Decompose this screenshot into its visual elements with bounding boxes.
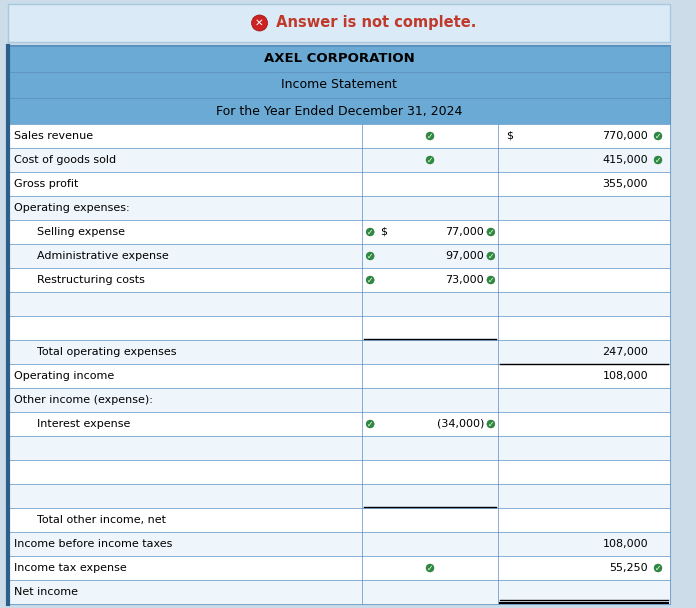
Circle shape (487, 228, 495, 236)
Text: 97,000: 97,000 (445, 251, 484, 261)
Text: Total operating expenses: Total operating expenses (30, 347, 177, 357)
Bar (8, 484, 670, 508)
Bar (8, 412, 670, 436)
Bar (8, 508, 670, 532)
Bar (8, 532, 670, 556)
Text: ✕: ✕ (255, 18, 264, 28)
Circle shape (654, 564, 662, 572)
Bar (8, 316, 670, 340)
Text: 415,000: 415,000 (602, 155, 648, 165)
Bar (8, 580, 670, 604)
Text: Net income: Net income (14, 587, 78, 597)
Bar (8, 292, 670, 316)
Circle shape (487, 276, 495, 284)
Text: (34,000): (34,000) (436, 419, 484, 429)
Text: ✓: ✓ (427, 131, 433, 140)
Text: ✓: ✓ (655, 156, 661, 165)
Bar (8, 196, 670, 220)
Bar (8, 172, 670, 196)
Text: 355,000: 355,000 (603, 179, 648, 189)
Bar (8, 268, 670, 292)
Circle shape (366, 252, 374, 260)
Circle shape (426, 564, 434, 572)
Text: AXEL CORPORATION: AXEL CORPORATION (264, 52, 414, 66)
Text: Selling expense: Selling expense (30, 227, 125, 237)
Text: ✓: ✓ (427, 156, 433, 165)
Text: ✓: ✓ (488, 420, 494, 429)
Text: Operating income: Operating income (14, 371, 114, 381)
Ellipse shape (251, 15, 267, 31)
Bar (8, 244, 670, 268)
Circle shape (366, 276, 374, 284)
Bar (8, 388, 670, 412)
Text: Income before income taxes: Income before income taxes (14, 539, 173, 549)
Text: ✓: ✓ (488, 252, 494, 260)
Text: ✓: ✓ (655, 564, 661, 573)
Text: 247,000: 247,000 (602, 347, 648, 357)
Text: 108,000: 108,000 (602, 371, 648, 381)
Circle shape (487, 420, 495, 428)
Text: Restructuring costs: Restructuring costs (30, 275, 145, 285)
Bar (8, 556, 670, 580)
Text: 73,000: 73,000 (445, 275, 484, 285)
Text: ✓: ✓ (488, 275, 494, 285)
Bar (8, 364, 670, 388)
Bar (8, 436, 670, 460)
Text: Other income (expense):: Other income (expense): (14, 395, 153, 405)
Text: 108,000: 108,000 (602, 539, 648, 549)
Text: ✓: ✓ (655, 131, 661, 140)
Text: 77,000: 77,000 (445, 227, 484, 237)
Bar (8, 46, 670, 72)
Text: ✓: ✓ (367, 420, 373, 429)
Bar (8, 460, 670, 484)
Bar (8, 72, 670, 98)
Bar (8, 124, 670, 148)
Text: ✓: ✓ (488, 227, 494, 237)
Text: For the Year Ended December 31, 2024: For the Year Ended December 31, 2024 (216, 105, 462, 117)
Text: Answer is not complete.: Answer is not complete. (271, 15, 476, 30)
Text: Income Statement: Income Statement (281, 78, 397, 91)
Text: Administrative expense: Administrative expense (30, 251, 168, 261)
Text: Income tax expense: Income tax expense (14, 563, 127, 573)
Text: ✓: ✓ (427, 564, 433, 573)
Text: Sales revenue: Sales revenue (14, 131, 93, 141)
Bar (8, 4, 670, 42)
Text: Cost of goods sold: Cost of goods sold (14, 155, 116, 165)
Text: 55,250: 55,250 (610, 563, 648, 573)
Text: Gross profit: Gross profit (14, 179, 79, 189)
Bar (8, 148, 670, 172)
Bar (8, 98, 670, 124)
Bar (8, 220, 670, 244)
Circle shape (366, 420, 374, 428)
Text: Interest expense: Interest expense (30, 419, 130, 429)
Text: ✓: ✓ (367, 252, 373, 260)
Text: ✓: ✓ (367, 275, 373, 285)
Circle shape (654, 156, 662, 164)
Text: ✓: ✓ (367, 227, 373, 237)
Circle shape (366, 228, 374, 236)
Circle shape (487, 252, 495, 260)
Text: Operating expenses:: Operating expenses: (14, 203, 129, 213)
Text: $: $ (506, 131, 513, 141)
Text: 770,000: 770,000 (602, 131, 648, 141)
Circle shape (426, 132, 434, 140)
Circle shape (426, 156, 434, 164)
Text: Total other income, net: Total other income, net (30, 515, 166, 525)
Bar (8, 340, 670, 364)
Text: $: $ (380, 227, 387, 237)
Circle shape (654, 132, 662, 140)
